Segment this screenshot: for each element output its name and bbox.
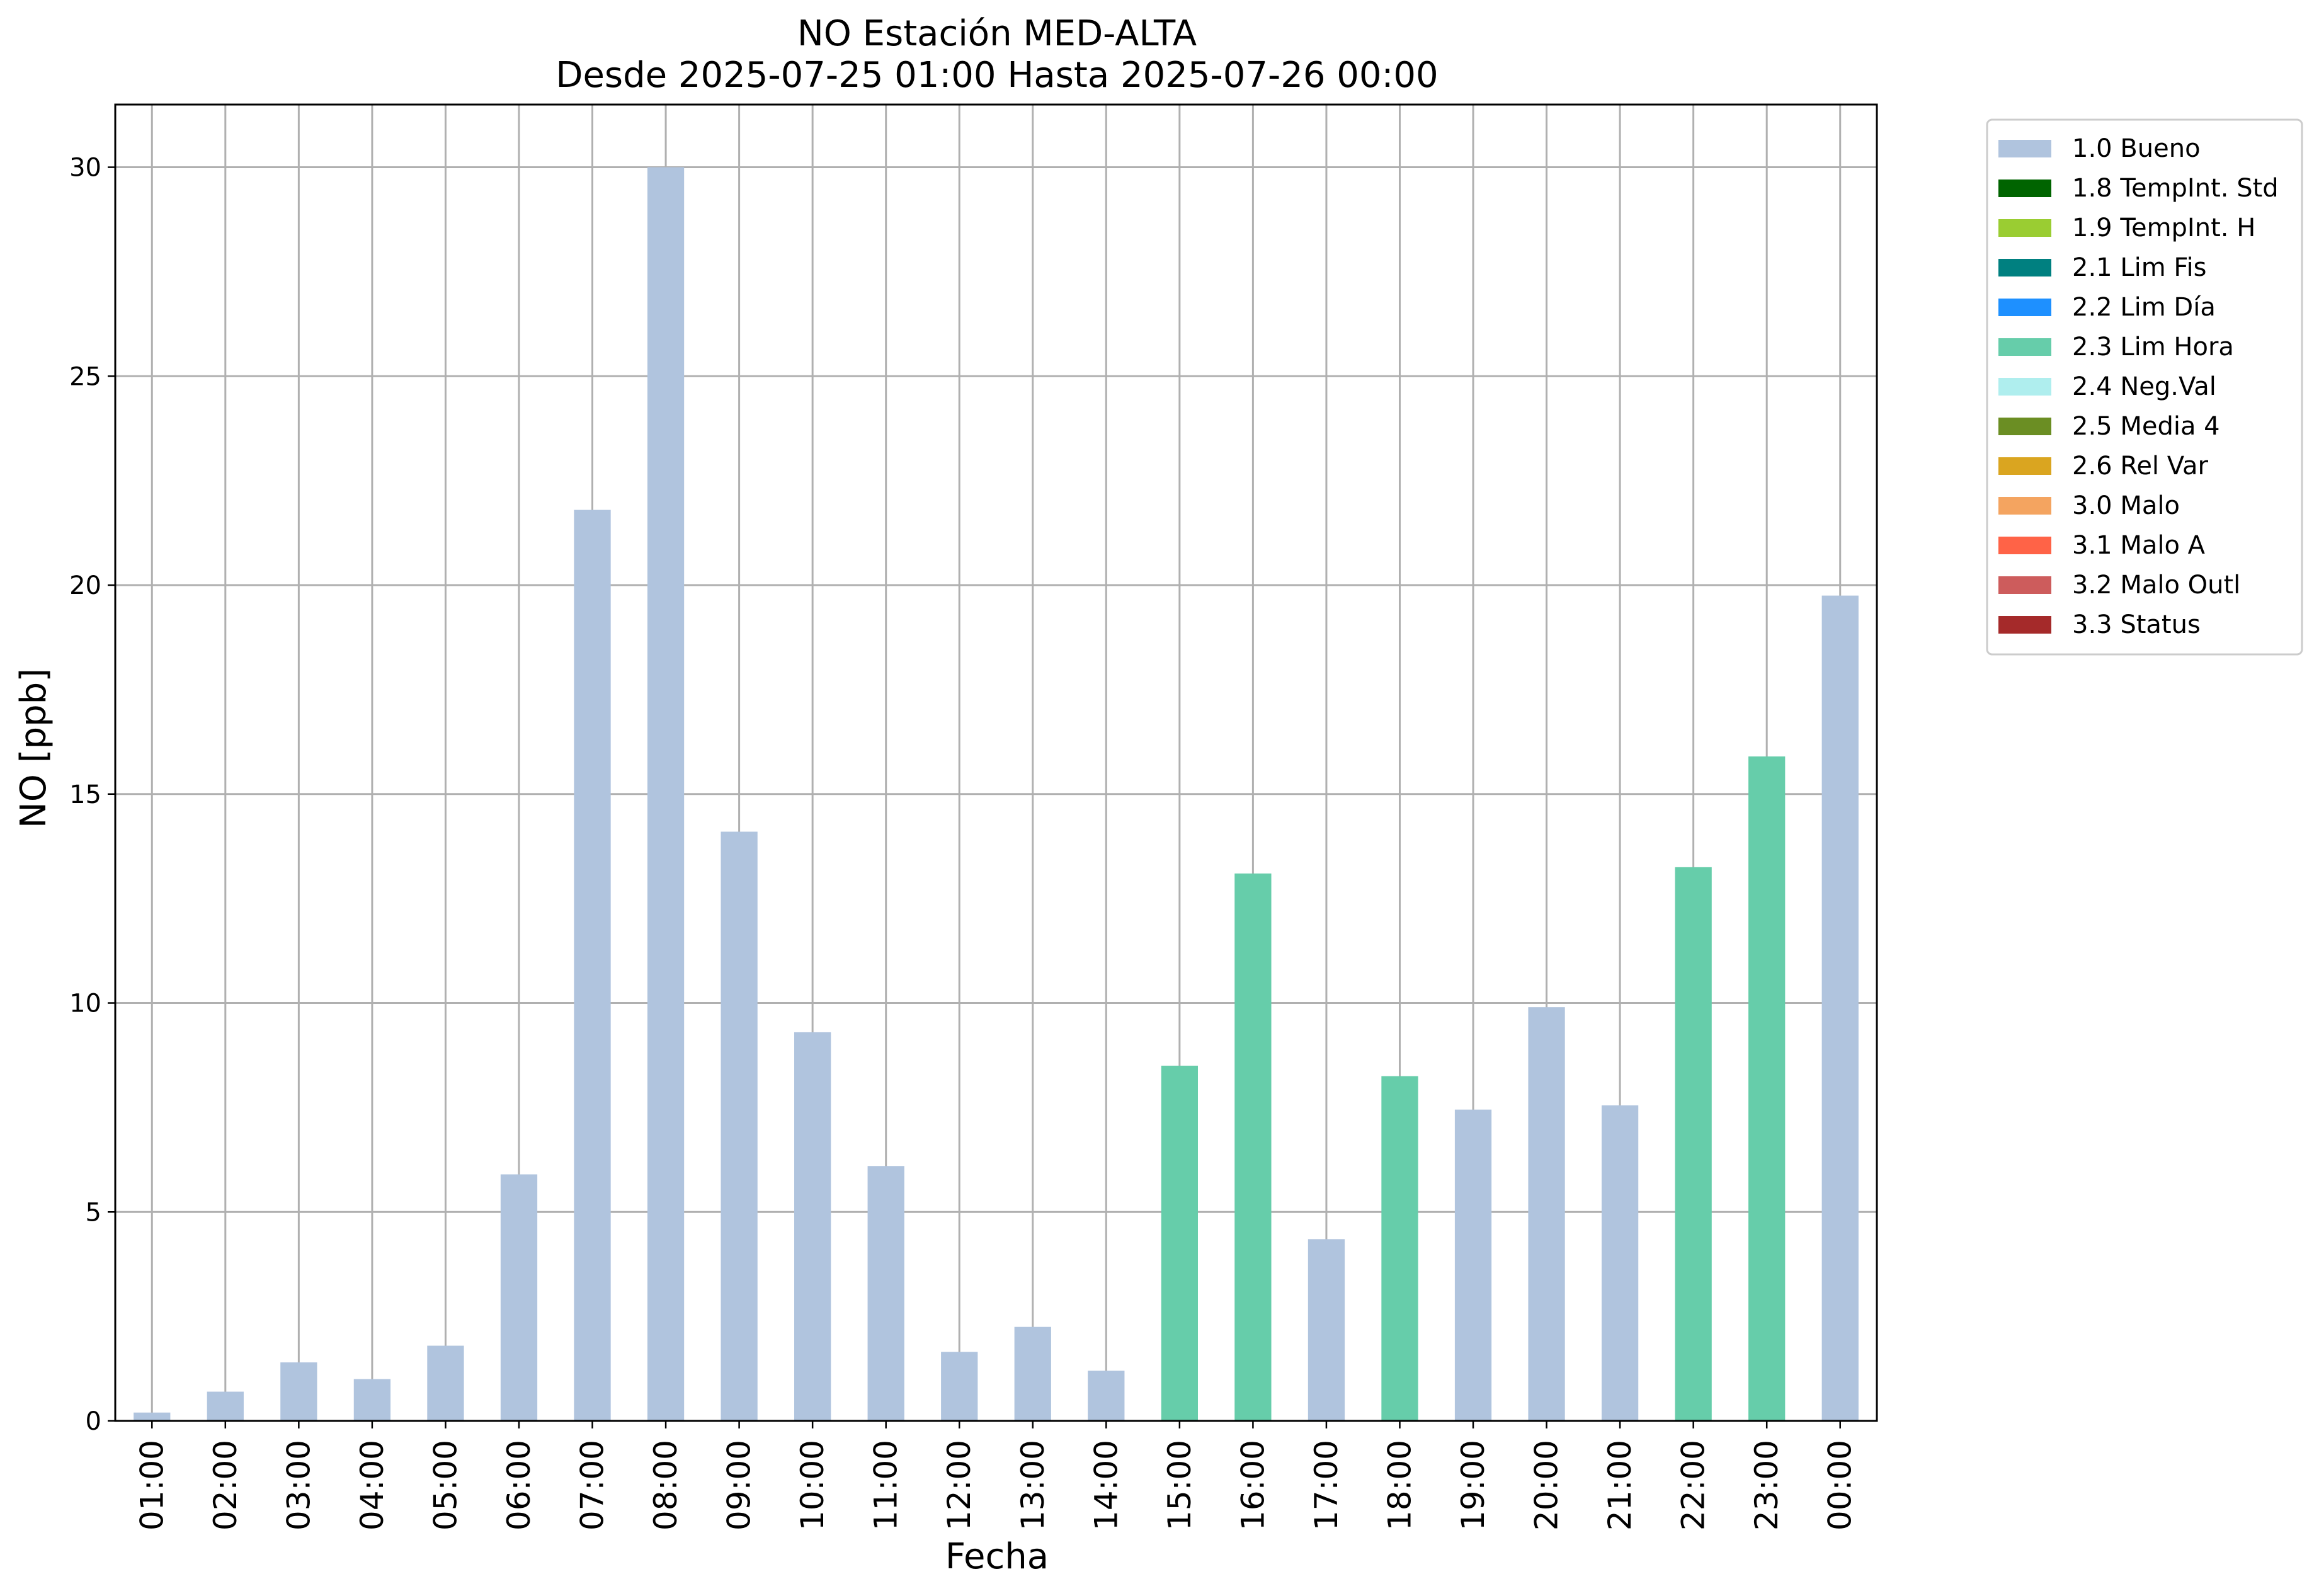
bar-0800: [647, 167, 685, 1421]
legend-entry-label: 3.1 Malo A: [2072, 531, 2206, 560]
y-tick-label: 0: [86, 1407, 101, 1436]
legend-swatch: [1998, 259, 2051, 276]
legend-entry-label: 2.3 Lim Hora: [2072, 333, 2234, 362]
y-tick-label: 5: [86, 1198, 101, 1227]
bar-2200: [1675, 867, 1712, 1421]
bar-0500: [427, 1345, 464, 1421]
bar-1700: [1308, 1239, 1345, 1421]
y-axis-ticks: 0 5 10 15 20 25 30: [69, 154, 115, 1436]
x-axis-label: Fecha: [945, 1536, 1049, 1577]
legend-entry-label: 3.3 Status: [2072, 610, 2201, 639]
chart-subtitle: Desde 2025-07-25 01:00 Hasta 2025-07-26 …: [556, 55, 1438, 96]
bar-0400: [353, 1379, 391, 1421]
legend-swatch: [1998, 537, 2051, 554]
legend-swatch: [1998, 180, 2051, 197]
x-tick-label: 15:00: [1161, 1440, 1198, 1530]
x-tick-label: 05:00: [427, 1440, 464, 1530]
x-tick-label: 14:00: [1088, 1440, 1124, 1530]
legend-entry-label: 2.2 Lim Día: [2072, 293, 2216, 322]
bar-2000: [1528, 1007, 1565, 1421]
x-tick-label: 01:00: [134, 1440, 170, 1530]
legend-entry-label: 2.4 Neg.Val: [2072, 372, 2216, 401]
legend-swatch: [1998, 576, 2051, 594]
bar-0700: [574, 510, 611, 1421]
bar-1900: [1454, 1109, 1492, 1421]
x-tick-label: 16:00: [1234, 1440, 1271, 1530]
legend-entry-label: 1.8 TempInt. Std: [2072, 174, 2279, 203]
legend-entry-label: 1.9 TempInt. H: [2072, 214, 2255, 242]
legend-swatch: [1998, 140, 2051, 157]
x-tick-label: 23:00: [1748, 1440, 1785, 1530]
plot-area-frame: [114, 103, 1878, 1422]
bar-1300: [1014, 1326, 1051, 1421]
bar-1500: [1161, 1066, 1198, 1421]
y-tick-label: 25: [69, 362, 101, 391]
bar-1100: [867, 1166, 904, 1421]
x-tick-label: 09:00: [721, 1440, 758, 1530]
bar-1000: [794, 1032, 831, 1421]
x-tick-label: 21:00: [1602, 1440, 1638, 1530]
y-tick-label: 20: [69, 571, 101, 600]
legend-swatch: [1998, 378, 2051, 396]
x-tick-label: 06:00: [501, 1440, 537, 1530]
bar-0200: [207, 1391, 244, 1421]
legend-box: [1986, 118, 2303, 656]
legend-entry-label: 2.5 Media 4: [2072, 412, 2220, 441]
x-tick-label: 13:00: [1015, 1440, 1051, 1530]
legend-swatch: [1998, 299, 2051, 316]
bar-0000: [1821, 595, 1859, 1421]
x-tick-label: 07:00: [574, 1440, 611, 1530]
bar-1800: [1381, 1076, 1418, 1421]
y-tick-label: 15: [69, 780, 101, 809]
bar-0900: [721, 831, 758, 1421]
bar-0100: [134, 1412, 171, 1421]
x-tick-label: 19:00: [1455, 1440, 1491, 1530]
bar-2300: [1748, 756, 1786, 1421]
legend-entry-label: 3.2 Malo Outl: [2072, 571, 2240, 600]
x-tick-label: 03:00: [280, 1440, 317, 1530]
bar-2100: [1601, 1105, 1639, 1421]
bar-1600: [1234, 873, 1272, 1421]
legend-swatch: [1998, 338, 2051, 356]
x-tick-label: 17:00: [1308, 1440, 1345, 1530]
x-tick-label: 18:00: [1381, 1440, 1418, 1530]
x-tick-label: 12:00: [941, 1440, 977, 1530]
bar-0300: [280, 1362, 317, 1421]
y-axis-label: NO [ppb]: [13, 668, 54, 828]
legend-entry-label: 2.6 Rel Var: [2072, 452, 2209, 481]
x-axis-ticks: 01:00 02:00 03:00 04:00 05:00 06:00 07:00 08:00…: [134, 1421, 1859, 1530]
x-tick-label: 22:00: [1675, 1440, 1712, 1530]
legend-swatch: [1998, 616, 2051, 634]
x-tick-label: 11:00: [868, 1440, 904, 1530]
legend-entry-label: 1.0 Bueno: [2072, 134, 2201, 163]
legend: 1.0 Bueno 1.8 TempInt. Std 1.9 TempInt. H 2…: [1986, 118, 2303, 656]
bar-1200: [941, 1352, 978, 1421]
chart-title: NO Estación MED-ALTA: [797, 13, 1197, 54]
legend-entry-label: 3.0 Malo: [2072, 491, 2180, 520]
y-tick-label: 30: [69, 154, 101, 183]
bars: [134, 167, 1859, 1421]
x-tick-label: 00:00: [1822, 1440, 1859, 1530]
legend-swatch: [1998, 497, 2051, 515]
x-tick-label: 04:00: [354, 1440, 390, 1530]
x-tick-label: 02:00: [207, 1440, 244, 1530]
y-tick-label: 10: [69, 989, 101, 1018]
legend-entry-label: 2.1 Lim Fis: [2072, 253, 2206, 282]
legend-swatch: [1998, 219, 2051, 237]
bar-0600: [500, 1174, 538, 1421]
x-tick-label: 20:00: [1529, 1440, 1565, 1530]
bar-1400: [1088, 1371, 1125, 1421]
legend-swatch: [1998, 457, 2051, 475]
x-tick-label: 08:00: [647, 1440, 684, 1530]
x-tick-label: 10:00: [794, 1440, 831, 1530]
legend-swatch: [1998, 418, 2051, 435]
